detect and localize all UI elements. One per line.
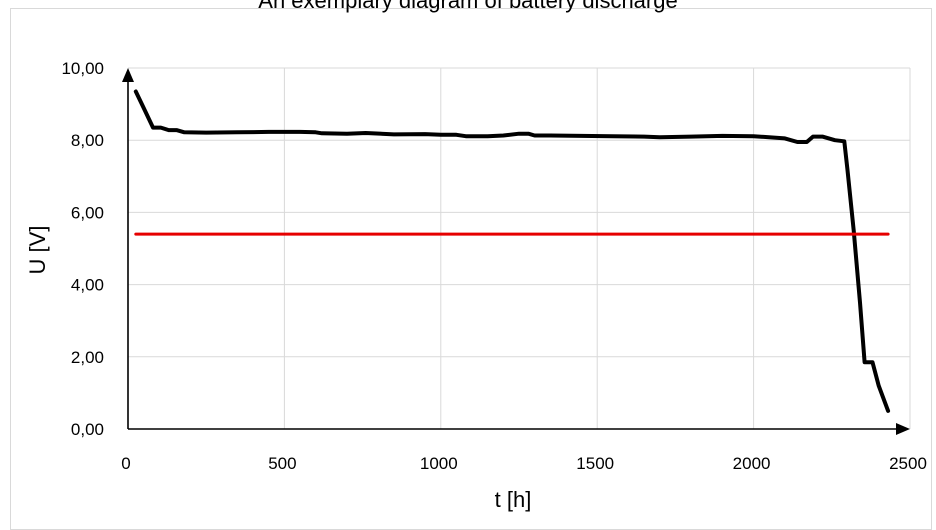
- y-tick-label: 0,00: [71, 420, 104, 439]
- grid-lines: [128, 67, 911, 429]
- y-tick-label: 6,00: [71, 203, 104, 222]
- series-group: [133, 89, 891, 413]
- chart-title: An exemplary diagram of battery discharg…: [258, 0, 678, 13]
- x-tick-label: 2000: [733, 454, 771, 473]
- x-tick-label: 2500: [889, 454, 927, 473]
- series-line-1: [133, 89, 891, 413]
- x-axis-arrowhead: [896, 423, 910, 435]
- x-tick-label: 1000: [420, 454, 458, 473]
- chart-frame: [10, 8, 932, 530]
- y-axis-title: U [V]: [25, 226, 50, 275]
- x-tick-label: 0: [121, 454, 130, 473]
- tick-labels: 0,00 2,00 4,00 6,00 8,00 10,00 0 500 1000 1500 200…: [61, 59, 926, 473]
- y-tick-label: 8,00: [71, 131, 104, 150]
- y-axis-arrowhead: [122, 68, 134, 82]
- y-tick-label: 2,00: [71, 348, 104, 367]
- x-tick-label: 1500: [576, 454, 614, 473]
- chart-svg: 0,00 2,00 4,00 6,00 8,00 10,00 0 500 1000 1500 200…: [25, 59, 927, 512]
- axes-group: [122, 68, 910, 435]
- x-tick-label: 500: [268, 454, 296, 473]
- y-tick-label: 10,00: [61, 59, 104, 78]
- x-axis-title: t [h]: [495, 487, 532, 512]
- y-tick-label: 4,00: [71, 276, 104, 295]
